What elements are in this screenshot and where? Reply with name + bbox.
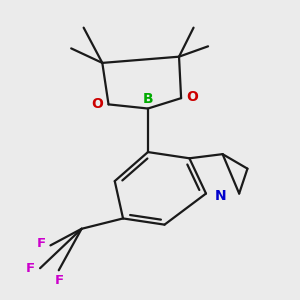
Text: F: F [26,262,35,275]
Text: F: F [37,237,46,250]
Text: N: N [215,189,227,202]
Text: B: B [142,92,153,106]
Text: F: F [55,274,64,286]
Text: O: O [92,97,103,110]
Text: O: O [186,90,198,104]
